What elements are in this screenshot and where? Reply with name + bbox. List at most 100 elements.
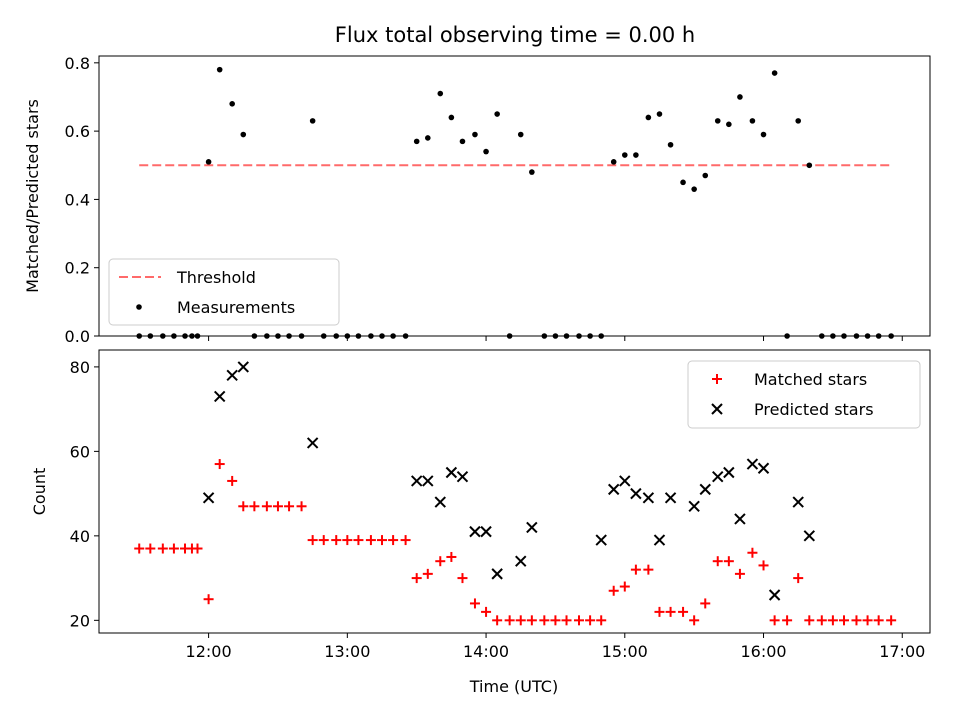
matched-star-point [157,543,168,554]
x-stroke-b [456,471,469,483]
x-tick-label: 15:00 [602,642,648,661]
matched-star-point [539,615,550,626]
x-stroke-b [688,500,700,512]
measurement-point [506,333,513,339]
predicted-star-point [653,534,666,546]
matched-star-point [596,615,607,626]
measurement-point [691,186,697,192]
x-stroke-b [515,555,527,567]
x-stroke-b [619,475,631,487]
predicted-star-point [734,513,746,525]
matched-star-point [203,594,214,605]
predicted-star-point [688,500,700,512]
measurement-point [680,179,686,186]
measurement-point [424,135,431,141]
matched-star-point [654,606,665,617]
measurement-point [598,333,605,339]
measurement-point [264,333,270,339]
matched-star-point [168,543,179,554]
legend-x-b [711,403,723,415]
measurement-point [760,131,767,138]
matched-star-point [734,568,745,579]
legend-predicted-label: Predicted stars [754,400,874,419]
measurement-point [552,333,559,339]
matched-star-point [388,535,399,546]
measurement-point [587,333,593,339]
measurement-point [379,333,385,339]
measurement-point [818,333,825,339]
predicted-star-point [699,483,711,496]
y-axis-label: Count [30,468,49,516]
measurement-point [494,111,500,117]
predicted-star-point [607,483,620,496]
matched-star-point [134,543,145,554]
measurement-point [344,333,351,339]
predicted-star-point [226,369,238,382]
matched-star-point [365,535,376,546]
x-stroke-b [734,513,746,525]
matched-star-point [504,615,515,626]
matched-star-point [769,615,780,626]
x-stroke-b [213,390,226,403]
matched-star-point [435,556,446,567]
matched-star-point [886,615,897,626]
measurement-point [194,333,201,339]
matched-star-point [526,615,537,626]
predicted-star-point [456,471,469,483]
legend: Threshold Measurements [108,258,340,326]
x-stroke-b [226,369,238,382]
predicted-star-point [237,361,249,373]
matched-star-point [515,615,526,626]
predicted-star-point [469,525,481,538]
matched-star-point [249,501,260,512]
x-stroke-b [491,568,503,580]
matched-star-point [550,615,561,626]
matched-star-point [793,573,804,584]
matched-star-point [712,556,723,567]
x-stroke-b [757,462,770,474]
matched-star-point [227,475,238,486]
predicted-star-point [445,466,458,479]
predicted-star-point [213,390,226,403]
measurement-point [355,333,362,339]
measurement-point [309,118,316,124]
measurement-point [737,94,743,100]
x-stroke-b [664,492,677,504]
x-stroke-b [699,483,711,496]
measurement-point [147,333,154,339]
x-stroke-b [434,496,446,508]
matched-star-point [145,543,156,554]
matched-star-point [665,606,676,617]
y-tick-label: 0.4 [65,190,90,209]
matched-star-point [296,501,307,512]
measurement-point [749,118,756,124]
measurement-point [702,172,709,179]
matched-star-point [782,615,793,626]
measurement-point [517,131,524,138]
legend-matched-label: Matched stars [754,370,867,389]
counts-panel: 20 40 60 80 12:00 13:00 14:00 15:00 16:00 17:00 Co… [30,349,931,661]
matched-star-point [574,615,585,626]
x-stroke-b [746,458,759,470]
matched-star-point [469,598,480,609]
legend-measurement-label: Measurements [177,298,295,317]
predicted-star-point [630,487,642,500]
matched-star-point [838,615,849,626]
matched-star-point [630,564,641,575]
predicted-star-point [664,492,677,504]
legend: Matched stars Predicted stars [687,360,921,429]
measurement-point [240,131,247,138]
measurement-point [645,114,652,121]
measurement-point [875,333,882,339]
x-tick-label: 14:00 [463,642,509,661]
predicted-star-point [723,466,735,479]
x-stroke-b [410,475,423,487]
measurement-point [390,333,396,339]
predicted-star-point [712,471,724,483]
matched-star-point [643,564,654,575]
matched-star-point [307,535,318,546]
matched-star-point [284,501,295,512]
measurement-point [251,333,258,339]
y-tick-label: 60 [70,442,90,461]
matched-star-point [723,556,734,567]
